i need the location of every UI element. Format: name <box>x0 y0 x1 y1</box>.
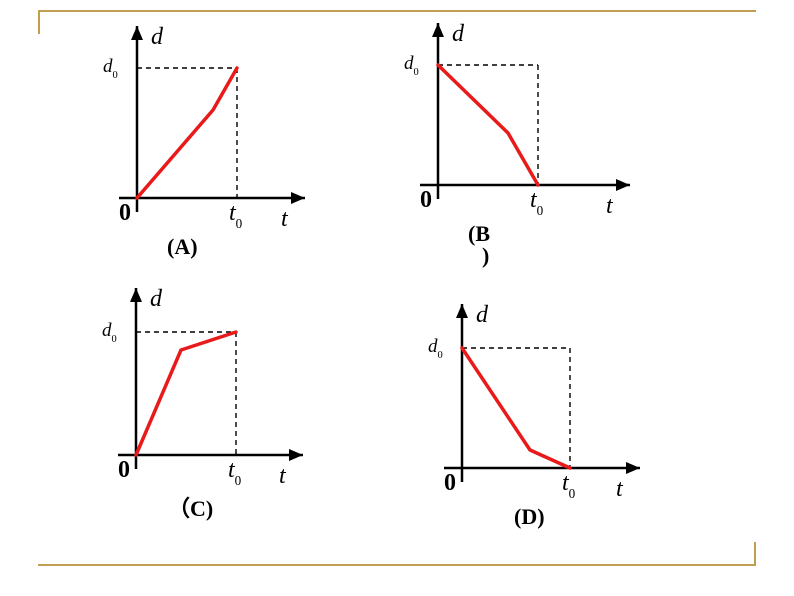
y-axis-label: d <box>452 21 464 48</box>
x-tick-t0: t0 <box>530 187 543 217</box>
y-tick-d0: d0 <box>404 53 419 77</box>
origin-label: 0 <box>118 457 130 484</box>
x-tick-t0: t0 <box>562 470 575 500</box>
y-axis-label: d <box>151 24 163 51</box>
graph-B-svg <box>390 15 650 260</box>
caption-D: (D) <box>514 504 545 530</box>
origin-label: 0 <box>420 187 432 214</box>
x-axis-label: t <box>281 206 288 233</box>
x-tick-t0: t0 <box>229 200 242 230</box>
frame-border-right-tick <box>754 542 756 566</box>
frame-border-top <box>38 10 756 12</box>
origin-label: 0 <box>444 470 456 497</box>
y-axis-label: d <box>150 286 162 313</box>
graph-C: d d0 0 t0 t （C) <box>88 280 338 530</box>
y-tick-d0: d0 <box>103 56 118 80</box>
x-axis-label: t <box>616 476 623 503</box>
graph-B: dd00t0t(B) <box>390 15 650 260</box>
graph-A: dd00t0t(A) <box>95 18 325 253</box>
x-tick-t0: t0 <box>228 457 241 487</box>
y-axis-label: d <box>476 302 488 329</box>
origin-label: 0 <box>119 200 131 227</box>
y-tick-d0: d0 <box>428 336 443 360</box>
frame-border-bottom <box>38 564 756 566</box>
caption-B-2: ) <box>482 243 489 269</box>
frame-border-left-tick <box>38 10 40 34</box>
x-axis-label: t <box>279 463 286 490</box>
x-axis-label: t <box>606 193 613 220</box>
y-tick-d0: d0 <box>102 320 117 344</box>
caption-C: （C) <box>168 491 213 523</box>
caption-A: (A) <box>167 234 198 260</box>
graph-D: d d0 0 t0 t (D) <box>400 292 660 542</box>
